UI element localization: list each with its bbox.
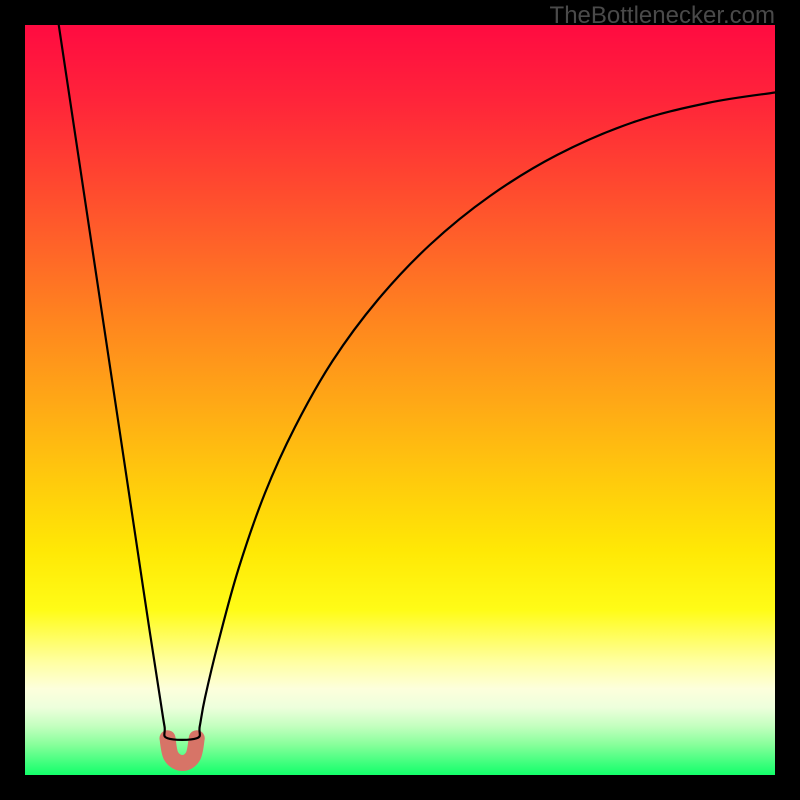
- watermark-text: TheBottlenecker.com: [550, 2, 775, 30]
- plot-area: [25, 25, 775, 775]
- gradient-background: [25, 25, 775, 775]
- plot-svg: [25, 25, 775, 775]
